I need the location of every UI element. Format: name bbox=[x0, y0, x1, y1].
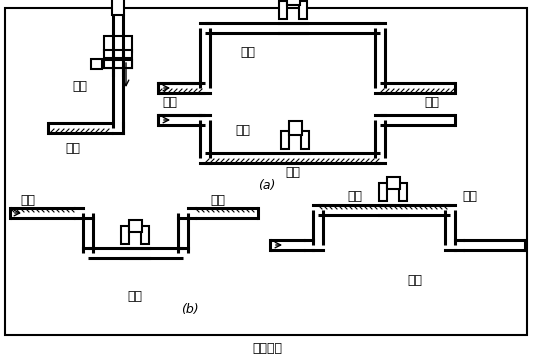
Bar bbox=[104, 36, 132, 52]
Bar bbox=[112, 0, 124, 15]
Bar bbox=[281, 131, 289, 149]
Bar bbox=[301, 131, 309, 149]
Bar bbox=[289, 121, 302, 135]
Bar bbox=[91, 59, 102, 69]
Text: 错误: 错误 bbox=[236, 123, 251, 136]
Text: 正确: 正确 bbox=[240, 45, 255, 58]
Bar bbox=[287, 0, 300, 5]
Bar bbox=[104, 50, 132, 58]
Bar bbox=[104, 60, 132, 68]
Text: 液体: 液体 bbox=[424, 96, 440, 109]
Text: 图（四）: 图（四） bbox=[252, 343, 282, 356]
Bar bbox=[141, 226, 149, 244]
Bar bbox=[279, 1, 287, 19]
Text: 液体: 液体 bbox=[163, 96, 177, 109]
Text: 正确: 正确 bbox=[72, 81, 87, 93]
Text: 正确: 正确 bbox=[127, 291, 142, 304]
Text: 气泡: 气泡 bbox=[463, 191, 478, 204]
Text: (a): (a) bbox=[259, 178, 276, 191]
Text: 气泡: 气泡 bbox=[211, 193, 225, 206]
Text: 气泡: 气泡 bbox=[20, 193, 36, 206]
Text: 液体: 液体 bbox=[286, 166, 301, 179]
Text: 液体: 液体 bbox=[65, 142, 80, 155]
Bar bbox=[104, 60, 132, 68]
Bar bbox=[299, 1, 307, 19]
Bar bbox=[379, 183, 387, 201]
Text: (b): (b) bbox=[181, 304, 199, 317]
Text: 气泡: 气泡 bbox=[348, 191, 362, 204]
Text: 错误: 错误 bbox=[408, 274, 423, 287]
Bar bbox=[129, 220, 142, 232]
Bar bbox=[121, 226, 129, 244]
Bar bbox=[399, 183, 407, 201]
Bar bbox=[387, 177, 400, 189]
